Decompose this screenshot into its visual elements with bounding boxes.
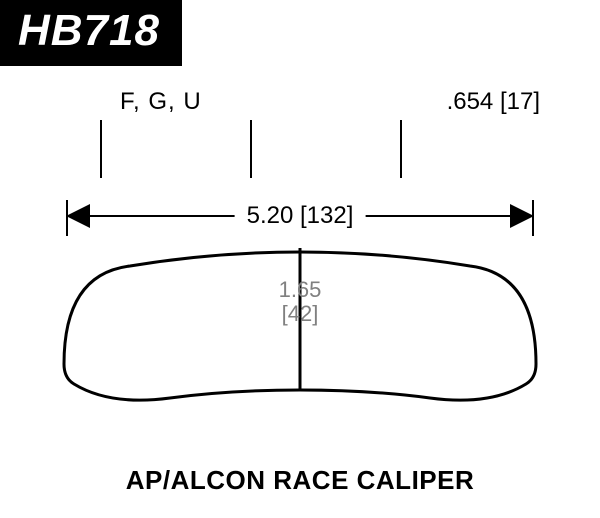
arrow-right-icon xyxy=(510,204,534,228)
part-number-label: HB718 xyxy=(0,0,182,66)
thickness-mm: 17 xyxy=(507,88,534,115)
thickness-spec: .654 [17] xyxy=(447,88,540,116)
brake-pad-outline xyxy=(60,244,540,424)
width-dimension: 5.20 [132] xyxy=(66,198,534,234)
width-spec: 5.20 [132] xyxy=(235,202,366,230)
height-spec: 1.65 [42] xyxy=(279,278,322,326)
width-mm: 132 xyxy=(307,202,347,229)
width-inches: 5.20 xyxy=(247,202,294,229)
spec-diagram: HB718 F, G, U .654 [17] 5.20 [132] 1.65 … xyxy=(0,0,600,518)
tick-line-1 xyxy=(100,120,102,178)
caliper-caption: AP/ALCON RACE CALIPER xyxy=(0,465,600,496)
height-mm-row: [42] xyxy=(279,302,322,326)
tick-line-3 xyxy=(400,120,402,178)
height-inches: 1.65 xyxy=(279,278,322,302)
compound-codes: F, G, U xyxy=(120,88,202,116)
thickness-inches: .654 xyxy=(447,88,494,115)
arrow-left-icon xyxy=(66,204,90,228)
height-mm: 42 xyxy=(288,301,312,326)
tick-line-2 xyxy=(250,120,252,178)
